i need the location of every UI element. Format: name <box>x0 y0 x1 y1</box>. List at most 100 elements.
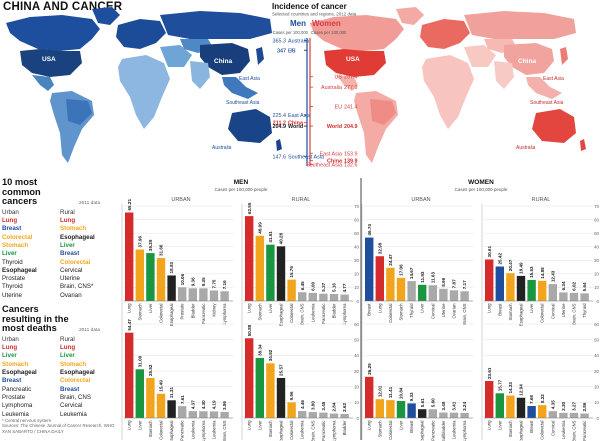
bar-value-label: 12.43 <box>550 270 555 282</box>
list-item: Lymphoma Cervical <box>0 402 118 410</box>
bar-category-label: Lymphoma <box>222 303 227 325</box>
women-incidence-region: US <box>335 75 343 81</box>
list-cell: Lung <box>60 344 76 352</box>
bar-value-label: 46.74 <box>367 224 372 236</box>
panel-subtitle: URBAN <box>411 197 430 203</box>
bar-value-label: 7.75 <box>212 279 217 288</box>
list-item: Stomach Stomach <box>0 361 118 369</box>
women-incidence-region: Southeast Asia <box>306 163 342 169</box>
bar <box>538 280 547 301</box>
bar <box>460 291 469 301</box>
list-cell: Liver <box>2 352 17 360</box>
bar <box>308 292 317 301</box>
bar-value-label: 14.67 <box>409 267 414 279</box>
page-title: CHINA AND CANCER <box>3 1 123 13</box>
men-world-map <box>6 7 282 163</box>
bar-panel-bottom-3: 60 50 40 30 20 10 0 23.61 Lung 15.77 Liver 14.33 Sto… <box>481 322 600 441</box>
bar-category-label: Cervical <box>430 303 435 319</box>
bar-category-label: Esophageal <box>519 420 524 441</box>
list-cell: Colorectal <box>2 233 33 241</box>
bar-category-label: Esophageal <box>420 420 425 441</box>
y-tick-label: 50 <box>594 231 599 236</box>
bar-value-label: 7.61 <box>180 395 185 404</box>
list-cell: Lung <box>2 217 18 225</box>
bar-category-label: Leukemia <box>190 420 195 439</box>
bar-value-label: 6.02 <box>572 281 577 290</box>
men-map-se-asia <box>222 77 258 99</box>
bar-category-label: Lung <box>247 420 252 430</box>
list-cell: Esophageal <box>60 369 95 377</box>
bar <box>386 267 395 301</box>
men-incidence-value: 347 <box>277 48 286 54</box>
bar-value-label: 31.09 <box>137 355 142 367</box>
women-incidence-value: 153.9 <box>344 151 358 157</box>
bar-category-label: Thyroid <box>409 303 414 318</box>
y-tick-label: 30 <box>354 369 359 374</box>
bar-category-label: Pancreatic <box>430 420 435 441</box>
men-map-russia <box>160 11 272 39</box>
y-tick-label: 60 <box>354 322 359 327</box>
bar <box>255 357 264 418</box>
bar-category-label: Liver <box>529 303 534 313</box>
list-header-row: Urban Rural <box>0 209 118 217</box>
bar-category-label: Bladder <box>342 420 347 435</box>
bar <box>245 216 254 301</box>
women-map-australia <box>532 109 576 143</box>
bar-value-label: 2.86 <box>582 402 587 411</box>
bar <box>386 400 395 418</box>
bar <box>340 294 349 301</box>
list-item: Stomach Liver <box>0 242 118 250</box>
bar <box>449 290 459 301</box>
deaths-note: 2011 data <box>79 327 100 333</box>
men-incidence-region: EU <box>288 48 296 54</box>
women-incidence-region: EU <box>335 105 343 111</box>
panel-subtitle: URBAN <box>171 197 190 203</box>
men-map-usa <box>20 49 82 77</box>
bar <box>559 412 568 418</box>
bar-category-label: Colorectal <box>540 420 545 439</box>
women-map-japan <box>560 47 568 65</box>
bar-category-label: Lymphoma <box>462 420 467 441</box>
y-tick-label: 0 <box>597 416 600 421</box>
women-map-china <box>504 43 554 75</box>
bar-category-label: Lung <box>487 420 492 430</box>
women-map-label-east-asia: East Asia <box>543 76 564 82</box>
bar <box>365 237 374 301</box>
women-map-greenland <box>396 7 424 25</box>
bar <box>569 292 579 301</box>
y-tick-label: 60 <box>594 217 599 222</box>
women-incidence-region: World <box>327 124 342 130</box>
bar-category-label: Colorectal <box>289 420 294 439</box>
list-header: Rural <box>60 335 75 343</box>
list-item: Thyroid Colorectal <box>0 259 118 267</box>
bar-value-label: 4.35 <box>550 400 555 409</box>
bar-value-label: 26.29 <box>367 363 372 375</box>
list-cell: Leukemia <box>2 410 29 418</box>
bar-value-label: 14.33 <box>508 382 513 394</box>
bar-category-label: Liver <box>497 420 502 430</box>
bar-category-label: Stomach <box>148 420 153 438</box>
footnote-sources: Sources: The Chinese Journal of Cancer R… <box>2 423 115 429</box>
bar-category-label: Liver <box>148 303 153 313</box>
bar <box>428 285 437 301</box>
list-cell: Thyroid <box>2 283 23 291</box>
bar-category-label: Brain, CNS <box>572 420 577 441</box>
list-item: Esophageal Esophageal <box>0 369 118 377</box>
bar <box>255 235 264 301</box>
bar <box>276 246 286 301</box>
list-cell: Esophageal <box>2 369 37 377</box>
women-map-europe <box>420 19 470 49</box>
women-incidence-region: East Asia <box>320 151 342 157</box>
bar-category-label: Brain, CNS <box>572 303 577 325</box>
bar <box>418 409 427 418</box>
y-tick-label: 20 <box>354 272 359 277</box>
bar-value-label: 3.49 <box>441 401 446 410</box>
men-map-europe <box>116 19 166 49</box>
bar <box>178 287 187 301</box>
list-cell: Brain, CNS* <box>60 283 94 291</box>
women-incidence-value: 204.9 <box>344 124 358 130</box>
bar-category-label: Brain, CNS <box>222 420 227 441</box>
